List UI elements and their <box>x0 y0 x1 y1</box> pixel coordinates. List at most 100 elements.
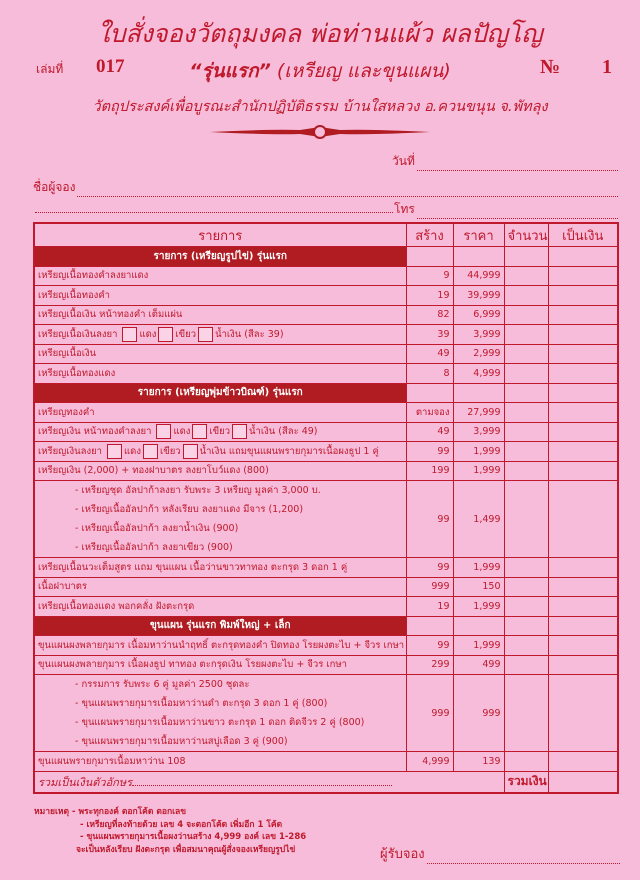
item-label: เหรียญเนื้อเงินลงยา แดง เขียว น้ำเงิน (สีล… <box>33 324 407 345</box>
section-label: รายการ (เหรียญรูปไข่) รุ่นแรก <box>33 246 407 267</box>
qty-cell[interactable] <box>503 441 549 462</box>
color-checkbox[interactable] <box>192 424 208 440</box>
amount-cell[interactable] <box>547 635 619 656</box>
amount-cell[interactable] <box>547 576 619 597</box>
qty-cell[interactable] <box>503 402 549 423</box>
qty-cell[interactable] <box>503 304 549 325</box>
amount-cell[interactable] <box>547 402 619 423</box>
price: 1,499 <box>452 480 505 558</box>
item-label: เหรียญเนื้อทองคำลงยาแดง <box>33 265 407 286</box>
item-label: เหรียญเนื้อเงิน หน้าทองคำ เต็มแผ่น <box>33 304 407 325</box>
amount-cell[interactable] <box>547 441 619 462</box>
item-text: แดง <box>139 328 157 340</box>
qty-cell[interactable] <box>503 421 549 442</box>
amount-cell[interactable] <box>547 363 619 384</box>
total-amount-cell[interactable] <box>547 770 619 793</box>
color-checkbox[interactable] <box>158 326 174 342</box>
qty-cell[interactable] <box>503 285 549 306</box>
item-label: - กรรมการ รับพระ 6 คู่ มูลค่า 2500 ชุดละ… <box>33 674 407 752</box>
book-label: เล่มที่ <box>36 62 64 76</box>
qty-cell[interactable] <box>503 596 549 617</box>
item-text: เหรียญเนื้อเงิน หน้าทองคำ เต็มแผ่น <box>38 309 183 321</box>
price: 1,999 <box>452 557 505 578</box>
item-text: น้ำเงิน แถมขุนแผนพรายกุมารเนื้อผงธูป 1 ค… <box>199 445 379 457</box>
notes-label: หมายเหตุ <box>34 807 69 817</box>
qty-cell[interactable] <box>503 674 549 752</box>
amount-cell[interactable] <box>547 421 619 442</box>
price: 39,999 <box>452 285 505 306</box>
table-row: เหรียญเนื้อเงิน 49 2,999 <box>33 343 619 364</box>
total-row: รวมเป็นเงินตัวอักษร รวมเงิน <box>33 770 619 793</box>
amount-cell[interactable] <box>547 615 619 636</box>
item-sub-line: - เหรียญชุด อัลปาก้าลงยา รับพระ 3 เหรียญ… <box>75 485 321 496</box>
amount-cell[interactable] <box>547 265 619 286</box>
color-checkbox[interactable] <box>182 443 198 459</box>
built-count: 9 <box>405 265 454 286</box>
qty-cell[interactable] <box>503 265 549 286</box>
amount-cell[interactable] <box>547 285 619 306</box>
amount-cell[interactable] <box>547 343 619 364</box>
color-checkbox[interactable] <box>142 443 158 459</box>
item-text: ขุนแผนผงพลายกุมาร เนื้อมหาว่านนำฤทธิ์ ตะ… <box>38 639 405 651</box>
name-field[interactable]: ชื่อผู้จอง <box>33 178 618 197</box>
col-built: สร้าง <box>405 222 454 247</box>
item-text: ขุนแผนผงพลายกุมาร เนื้อผงธูป ทาทอง ตะกรุ… <box>38 659 347 671</box>
table-row: เหรียญเนื้อทองแดง พอกคลั่ง ฝังตะกรุด 19 1,… <box>33 596 619 617</box>
qty-cell[interactable] <box>503 246 549 267</box>
qty-cell[interactable] <box>503 576 549 597</box>
notes: หมายเหตุ - พระทุกองค์ ตอกโค้ด ตอกเลข - เ… <box>34 806 306 856</box>
qty-cell[interactable] <box>503 363 549 384</box>
amount-cell[interactable] <box>547 674 619 752</box>
price: 150 <box>452 576 505 597</box>
qty-cell[interactable] <box>503 460 549 481</box>
amount-cell[interactable] <box>547 596 619 617</box>
note-line: - เหรียญที่ลงท้ายด้วย เลข 4 จะตอกโค้ด เพ… <box>80 819 283 830</box>
qty-cell[interactable] <box>503 382 549 403</box>
section-label: รายการ (เหรียญพุ่มข้าวบิณฑ์) รุ่นแรก <box>33 382 407 403</box>
amount-cell[interactable] <box>547 324 619 345</box>
item-sub-line: - กรรมการ รับพระ 6 คู่ มูลค่า 2500 ชุดละ <box>75 679 250 690</box>
amount-cell[interactable] <box>547 382 619 403</box>
amount-cell[interactable] <box>547 460 619 481</box>
color-checkbox[interactable] <box>232 424 248 440</box>
item-label: เหรียญทองคำ <box>33 402 407 423</box>
qty-cell[interactable] <box>503 324 549 345</box>
date-field[interactable]: วันที่ <box>392 152 618 171</box>
item-label: เหรียญเนื้อเงิน <box>33 343 407 364</box>
address-field[interactable] <box>33 200 393 213</box>
qty-cell[interactable] <box>503 615 549 636</box>
phone-field[interactable]: โทร <box>394 200 618 219</box>
color-checkbox[interactable] <box>156 424 172 440</box>
amount-cell[interactable] <box>547 751 619 772</box>
note-line: - พระทุกองค์ ตอกโค้ด ตอกเลข <box>71 807 187 817</box>
color-checkbox[interactable] <box>122 326 138 342</box>
color-checkbox[interactable] <box>198 326 214 342</box>
item-sub-line: - ขุนแผนพรายกุมารเนื้อมหาว่านขาว ตะกรุด … <box>75 717 365 728</box>
price: 44,999 <box>452 265 505 286</box>
item-label: เหรียญเนื้อนวะเต็มสูตร แถม ขุนแผน เนื้อว… <box>33 557 407 578</box>
qty-cell[interactable] <box>503 343 549 364</box>
qty-cell[interactable] <box>503 751 549 772</box>
amount-cell[interactable] <box>547 557 619 578</box>
receiver-field[interactable]: ผู้รับจอง <box>380 843 620 864</box>
qty-cell[interactable] <box>503 635 549 656</box>
amount-cell[interactable] <box>547 654 619 675</box>
qty-cell[interactable] <box>503 654 549 675</box>
amount-cell[interactable] <box>547 304 619 325</box>
amount-cell[interactable] <box>547 480 619 558</box>
item-text: เหรียญเนื้อนวะเต็มสูตร แถม ขุนแผน เนื้อว… <box>38 561 348 573</box>
number-label: № <box>540 56 561 78</box>
built-count: 19 <box>405 285 454 306</box>
item-label: เหรียญเงิน หน้าทองคำลงยา แดง เขียว น้ำเงิน… <box>33 421 407 442</box>
item-label: เนื้อฝาบาตร <box>33 576 407 597</box>
qty-cell[interactable] <box>503 480 549 558</box>
total-words-field[interactable]: รวมเป็นเงินตัวอักษร <box>33 770 505 793</box>
order-table: รายการ สร้าง ราคา จำนวน เป็นเงิน รายการ … <box>33 222 619 794</box>
col-qty: จำนวน <box>503 222 549 247</box>
item-text: แดง <box>173 426 191 438</box>
color-checkbox[interactable] <box>107 443 123 459</box>
amount-cell[interactable] <box>547 246 619 267</box>
qty-cell[interactable] <box>503 557 549 578</box>
table-row: เหรียญเนื้อทองคำลงยาแดง 9 44,999 <box>33 265 619 286</box>
